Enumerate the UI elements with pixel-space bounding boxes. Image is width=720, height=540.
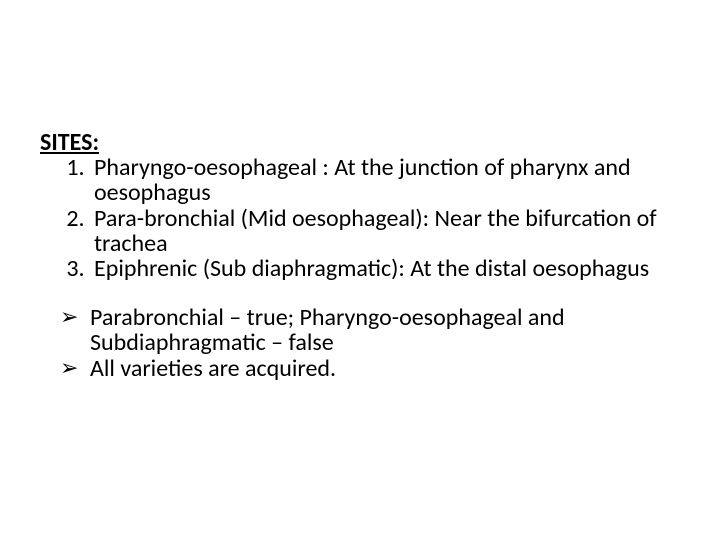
section-heading: SITES: [40, 130, 660, 155]
list-item: ➢ All varieties are acquired. [60, 356, 660, 381]
arrow-icon: ➢ [60, 305, 78, 328]
list-item: ➢ Parabronchial – true; Pharyngo-oesopha… [60, 305, 660, 355]
numbered-list: Pharyngo-oesophageal : At the junction o… [40, 155, 660, 281]
arrow-list: ➢ Parabronchial – true; Pharyngo-oesopha… [40, 305, 660, 381]
list-item-text: Parabronchial – true; Pharyngo-oesophage… [90, 303, 565, 357]
slide-body: SITES: Pharyngo-oesophageal : At the jun… [0, 0, 720, 540]
list-item: Pharyngo-oesophageal : At the junction o… [90, 155, 660, 205]
list-item: Epiphrenic (Sub diaphragmatic): At the d… [90, 256, 660, 281]
arrow-icon: ➢ [60, 356, 78, 379]
list-item: Para-bronchial (Mid oesophageal): Near t… [90, 206, 660, 256]
list-item-text: All varieties are acquired. [90, 354, 336, 383]
